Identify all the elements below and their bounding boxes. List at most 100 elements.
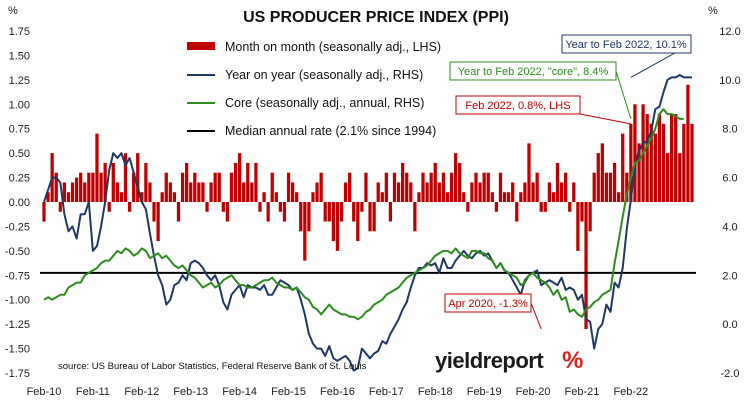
mom-bar: [453, 153, 458, 202]
mom-bar: [115, 182, 119, 202]
left-tick-label: -0.25: [5, 221, 30, 233]
left-tick-label: 1.25: [9, 75, 30, 87]
right-tick-label: 4.0: [722, 221, 737, 233]
legend: Month on month (seasonally adj., LHS) Ye…: [187, 40, 441, 138]
annotation-apr20: Apr 2020, -1.3%: [448, 298, 528, 310]
mom-bar: [380, 192, 384, 202]
x-tick-label: Feb-12: [124, 386, 159, 398]
mom-bar: [237, 153, 242, 202]
annotation-box-yoy: [561, 34, 692, 54]
right-axis-unit: %: [708, 5, 718, 17]
mom-bar: [690, 123, 694, 202]
mom-bar: [348, 172, 352, 202]
mom-bar: [246, 162, 250, 202]
mom-bar: [303, 202, 307, 261]
mom-bar: [384, 172, 388, 202]
mom-bar: [168, 182, 172, 202]
left-tick-label: 1.00: [9, 99, 30, 111]
mom-bar: [54, 172, 58, 202]
mom-bar: [519, 192, 523, 202]
mom-bar: [229, 172, 234, 202]
mom-bar: [551, 192, 556, 202]
right-tick-label: 0.0: [722, 319, 737, 331]
mom-bar: [144, 162, 148, 202]
annotations: Year to Feb 2022, 10.1% Year to Feb 2022…: [444, 34, 692, 330]
x-axis-ticks: Feb-10 Feb-11 Feb-12 Feb-13 Feb-14 Feb-15 Feb-…: [27, 386, 649, 398]
mom-bar: [413, 202, 417, 232]
legend-label-median: Median annual rate (2.1% since 1994): [225, 124, 436, 138]
mom-bar: [490, 192, 494, 202]
mom-bar: [433, 162, 437, 202]
annotation-leader-mom-feb22: [579, 113, 631, 125]
mom-bar: [576, 202, 580, 251]
mom-bar: [445, 192, 450, 202]
mom-bar: [66, 192, 71, 202]
mom-bar: [559, 182, 564, 202]
x-tick-label: Feb-16: [320, 386, 355, 398]
mom-bar: [621, 133, 625, 202]
mom-bar: [262, 192, 266, 202]
mom-bar: [83, 182, 87, 202]
mom-bar: [388, 202, 393, 222]
annotation-box-core: [449, 61, 617, 81]
mom-bar: [58, 202, 62, 212]
mom-bar: [682, 123, 686, 202]
mom-bar: [290, 182, 295, 202]
mom-bar: [364, 172, 368, 202]
mom-bar: [221, 202, 225, 212]
mom-bar: [600, 143, 604, 202]
mom-bar: [319, 172, 323, 202]
line-series: [43, 74, 692, 372]
mom-bar: [217, 172, 221, 202]
mom-bar: [449, 172, 454, 202]
mom-bar: [70, 182, 75, 202]
mom-bar: [405, 172, 409, 202]
mom-bar: [356, 202, 360, 242]
mom-bar: [482, 172, 486, 202]
left-tick-label: -0.50: [5, 246, 30, 258]
mom-bar: [278, 202, 283, 212]
mom-bar: [531, 182, 535, 202]
mom-bar: [409, 182, 413, 202]
right-tick-label: 10.0: [719, 75, 740, 87]
left-tick-label: 1.75: [9, 26, 30, 38]
mom-bar: [474, 172, 478, 202]
mom-bar: [441, 172, 446, 202]
x-tick-label: Feb-21: [565, 386, 600, 398]
mom-bar: [535, 172, 539, 202]
mom-bar: [429, 172, 433, 202]
mom-bar: [376, 182, 380, 202]
mom-bar: [588, 202, 592, 232]
mom-bar: [258, 202, 262, 212]
mom-bar: [470, 182, 474, 202]
yoy-line: [43, 74, 692, 372]
mom-bar: [686, 84, 690, 202]
mom-bar: [653, 133, 657, 202]
mom-bar: [502, 192, 507, 202]
core-line: [43, 108, 684, 321]
mom-bar: [156, 202, 160, 242]
annotation-mom-feb22: Feb 2022, 0.8%, LHS: [465, 100, 570, 112]
mom-bar: [123, 153, 128, 202]
mom-bar: [421, 172, 425, 202]
mom-bar: [669, 114, 674, 202]
mom-bar: [250, 182, 254, 202]
x-tick-label: Feb-11: [76, 386, 110, 398]
mom-bar: [649, 123, 653, 202]
mom-bar: [295, 192, 299, 202]
mom-bar: [637, 143, 641, 202]
mom-bar: [103, 162, 107, 202]
mom-bar: [674, 114, 678, 202]
mom-bar: [242, 182, 246, 202]
mom-bar: [233, 162, 238, 202]
logo-text: yieldreport: [435, 348, 544, 373]
mom-bar: [335, 202, 340, 251]
left-tick-label: -1.00: [5, 295, 30, 307]
annotation-yoy: Year to Feb 2022, 10.1%: [565, 39, 687, 51]
annotation-leader-core: [615, 70, 632, 120]
mom-bar: [437, 182, 441, 202]
mom-bar: [148, 182, 152, 202]
legend-label-mom: Month on month (seasonally adj., LHS): [225, 40, 441, 54]
mom-bar: [91, 172, 95, 202]
